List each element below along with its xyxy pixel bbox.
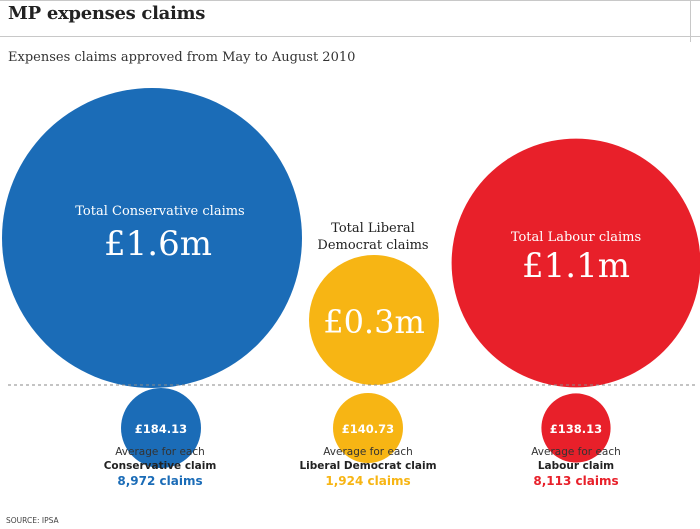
conservative-average-caption: Average for each Conservative claim 8,97…	[70, 445, 250, 489]
liberal-democrat-total-label: Total Liberal Democrat claims	[298, 220, 448, 254]
side-rule	[690, 0, 691, 42]
liberal-democrat-caption-line2: Liberal Democrat claim	[299, 460, 437, 472]
conservative-caption-line1: Average for each	[115, 446, 205, 458]
chart-title: MP expenses claims	[8, 3, 206, 24]
labour-average-value: £138.13	[550, 422, 602, 436]
conservative-caption-line2: Conservative claim	[103, 460, 217, 472]
top-rule	[0, 0, 700, 1]
liberal-democrat-total-label-line2: Democrat claims	[317, 238, 429, 253]
labour-caption-line1: Average for each	[531, 446, 621, 458]
labour-caption-line2: Labour claim	[537, 460, 615, 472]
conservative-total-value: £1.6m	[104, 224, 212, 264]
conservative-average-bubble	[121, 388, 201, 468]
source-note: SOURCE: IPSA	[6, 516, 59, 525]
title-rule	[0, 36, 700, 37]
liberal-democrat-average-caption: Average for each Liberal Democrat claim …	[278, 445, 458, 489]
liberal-democrat-average-bubble	[333, 393, 403, 463]
conservative-claims-count: 8,972 claims	[117, 474, 203, 488]
labour-total-label: Total Labour claims	[511, 230, 641, 245]
liberal-democrat-total-value: £0.3m	[323, 303, 425, 341]
liberal-democrat-total-label-line1: Total Liberal	[331, 221, 415, 236]
labour-average-bubble	[541, 393, 611, 463]
labour-claims-count: 8,113 claims	[533, 474, 619, 488]
labour-average-caption: Average for each Labour claim 8,113 clai…	[486, 445, 666, 489]
labour-total-value: £1.1m	[522, 246, 630, 286]
conservative-total-label: Total Conservative claims	[75, 204, 244, 219]
conservative-total-bubble	[2, 88, 302, 388]
liberal-democrat-total-bubble	[309, 255, 439, 385]
chart-subtitle: Expenses claims approved from May to Aug…	[8, 50, 356, 65]
liberal-democrat-claims-count: 1,924 claims	[325, 474, 411, 488]
labour-total-bubble	[451, 138, 700, 388]
liberal-democrat-average-value: £140.73	[342, 422, 394, 436]
liberal-democrat-caption-line1: Average for each	[323, 446, 413, 458]
conservative-average-value: £184.13	[135, 422, 187, 436]
